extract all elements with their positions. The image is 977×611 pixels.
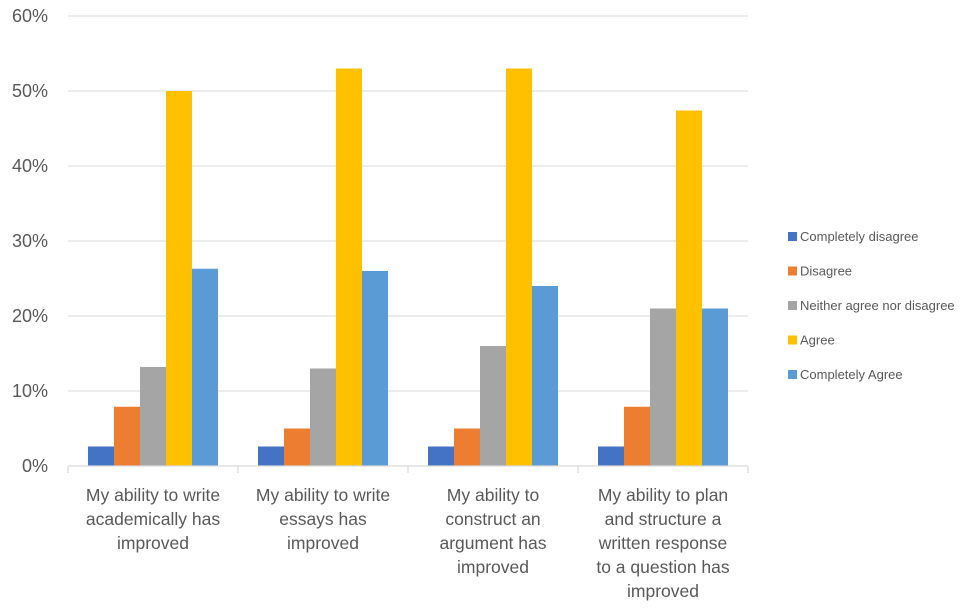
bar [454, 428, 480, 466]
bar [140, 367, 166, 466]
x-tick-label: improved [287, 533, 359, 553]
x-tick-label: improved [457, 557, 529, 577]
bar [114, 406, 140, 466]
x-tick-label: written response [598, 533, 727, 553]
legend-label: Completely Agree [800, 367, 903, 382]
bar [362, 271, 388, 466]
legend-swatch [788, 335, 797, 345]
y-tick-label: 10% [12, 381, 48, 401]
legend: Completely disagree Disagree Neither agree… [788, 229, 955, 382]
x-tick-label: My ability to [447, 485, 539, 505]
y-tick-label: 50% [12, 81, 48, 101]
bar [166, 91, 192, 466]
bar [506, 68, 532, 466]
bar [336, 68, 362, 466]
bar [598, 446, 624, 466]
bar [480, 346, 506, 466]
x-tick-label: and structure a [605, 509, 722, 529]
legend-label: Disagree [800, 264, 852, 279]
x-tick-label: improved [627, 581, 699, 601]
x-tick-label: argument has [439, 533, 546, 553]
y-axis: 0% 10% 20% 30% 40% 50% 60% [12, 6, 48, 476]
bar [532, 286, 558, 466]
bars [88, 68, 728, 466]
legend-swatch [788, 370, 797, 379]
x-tick-label: My ability to write [256, 485, 390, 505]
x-tick-label: essays has [279, 509, 367, 529]
x-tick-label: construct an [445, 509, 540, 529]
bar [676, 110, 702, 466]
legend-label: Completely disagree [800, 229, 919, 244]
bar [192, 268, 218, 466]
bar [650, 308, 676, 466]
x-tick-label: academically has [86, 509, 220, 529]
y-tick-label: 0% [22, 456, 48, 476]
x-tick-label: My ability to plan [598, 485, 728, 505]
bar [284, 428, 310, 466]
x-axis: My ability to write academically has impro… [67, 465, 749, 601]
x-tick-label: improved [117, 533, 189, 553]
bar [624, 406, 650, 466]
bar [88, 446, 114, 466]
legend-swatch [788, 232, 797, 241]
legend-label: Neither agree nor disagree [800, 298, 955, 313]
y-tick-label: 20% [12, 306, 48, 326]
legend-swatch [788, 301, 797, 310]
bar [702, 308, 728, 466]
legend-label: Agree [800, 333, 835, 348]
legend-swatch [788, 266, 797, 276]
bar [310, 368, 336, 466]
y-tick-label: 60% [12, 6, 48, 26]
x-tick-label: My ability to write [86, 485, 220, 505]
y-tick-label: 40% [12, 156, 48, 176]
bar [258, 446, 284, 466]
x-tick-label: to a question has [596, 557, 730, 577]
y-tick-label: 30% [12, 231, 48, 251]
bar [428, 446, 454, 466]
